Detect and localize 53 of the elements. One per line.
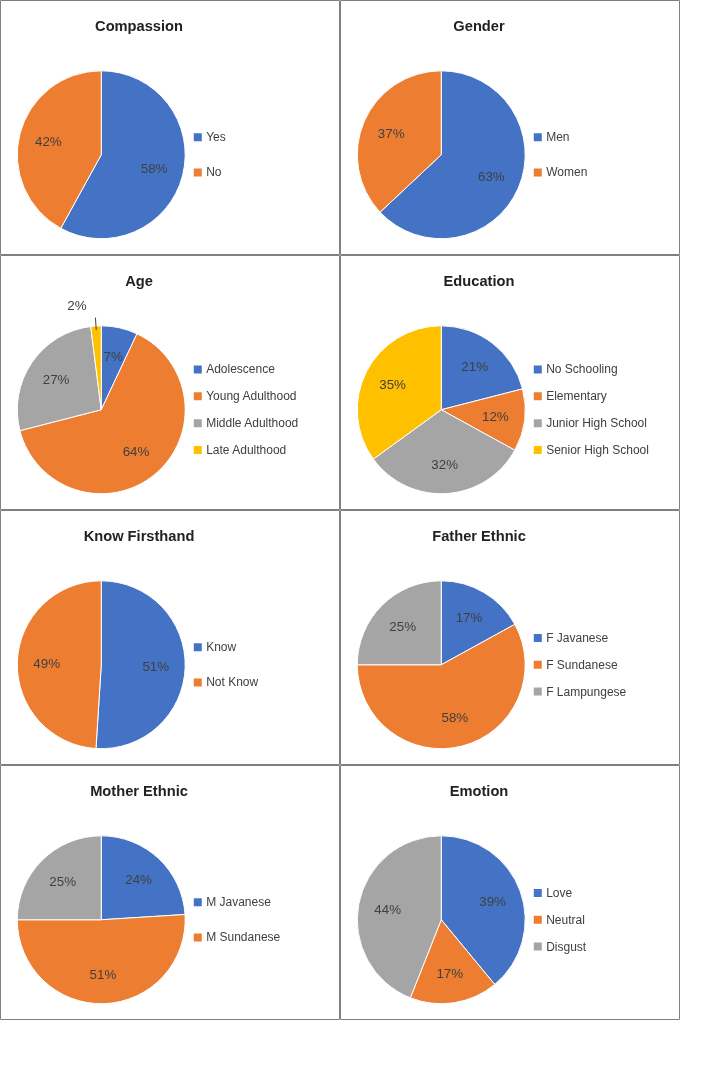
- data-label: 17%: [455, 610, 483, 626]
- data-label: 7%: [103, 349, 123, 365]
- data-label: 25%: [49, 873, 77, 889]
- legend-label: Neutral: [546, 912, 585, 927]
- legend-label: Men: [546, 130, 570, 145]
- chart-title: Father Ethnic: [432, 527, 526, 544]
- legend-label: Yes: [206, 130, 226, 145]
- legend-label: Not Know: [206, 675, 259, 690]
- data-label: 32%: [431, 456, 459, 472]
- data-label: 12%: [482, 409, 509, 425]
- legend-label: Senior High School: [546, 443, 649, 458]
- legend-label: No Schooling: [546, 362, 618, 377]
- data-label: 58%: [441, 710, 469, 726]
- chart-title: Compassion: [95, 17, 184, 34]
- legend-label: Junior High School: [546, 416, 647, 431]
- chart-title: Mother Ethnic: [90, 782, 188, 799]
- legend-label: Women: [546, 165, 588, 180]
- legend-label: Disgust: [546, 939, 587, 954]
- data-label: 24%: [125, 872, 153, 888]
- data-label: 44%: [374, 902, 402, 918]
- legend-label: Adolescence: [206, 362, 276, 377]
- legend-label: Know: [206, 640, 237, 655]
- chart-title: Education: [443, 272, 515, 289]
- legend-label: Late Adulthood: [206, 443, 287, 458]
- data-label: 39%: [479, 893, 507, 909]
- legend-label: Young Adulthood: [206, 389, 297, 404]
- data-label: 42%: [35, 133, 62, 149]
- data-label: 37%: [377, 125, 405, 141]
- chart-title: Know Firsthand: [83, 527, 195, 544]
- data-label: 2%: [67, 297, 87, 313]
- legend-label: Love: [546, 885, 573, 900]
- legend-label: M Sundanese: [206, 930, 281, 945]
- legend-label: No: [206, 165, 222, 180]
- data-label: 63%: [477, 168, 505, 184]
- legend-label: Middle Adulthood: [206, 416, 299, 431]
- legend-label: Elementary: [546, 389, 607, 404]
- legend-label: F Sundanese: [546, 657, 618, 672]
- data-label: 51%: [89, 966, 117, 982]
- data-label: 35%: [379, 377, 407, 393]
- chart-title: Age: [125, 272, 153, 289]
- data-label: 51%: [142, 658, 170, 674]
- data-label: 64%: [122, 444, 150, 460]
- chart-title: Emotion: [449, 782, 509, 799]
- chart-title: Gender: [453, 17, 505, 34]
- legend-label: M Javanese: [206, 895, 272, 910]
- data-label: 58%: [140, 160, 168, 176]
- data-label: 17%: [436, 966, 464, 982]
- legend-label: F Javanese: [546, 630, 609, 645]
- data-label: 21%: [461, 359, 489, 375]
- legend-label: F Lampungese: [546, 684, 627, 699]
- data-label: 27%: [42, 371, 70, 387]
- data-label: 49%: [33, 655, 61, 671]
- data-label: 25%: [389, 618, 417, 634]
